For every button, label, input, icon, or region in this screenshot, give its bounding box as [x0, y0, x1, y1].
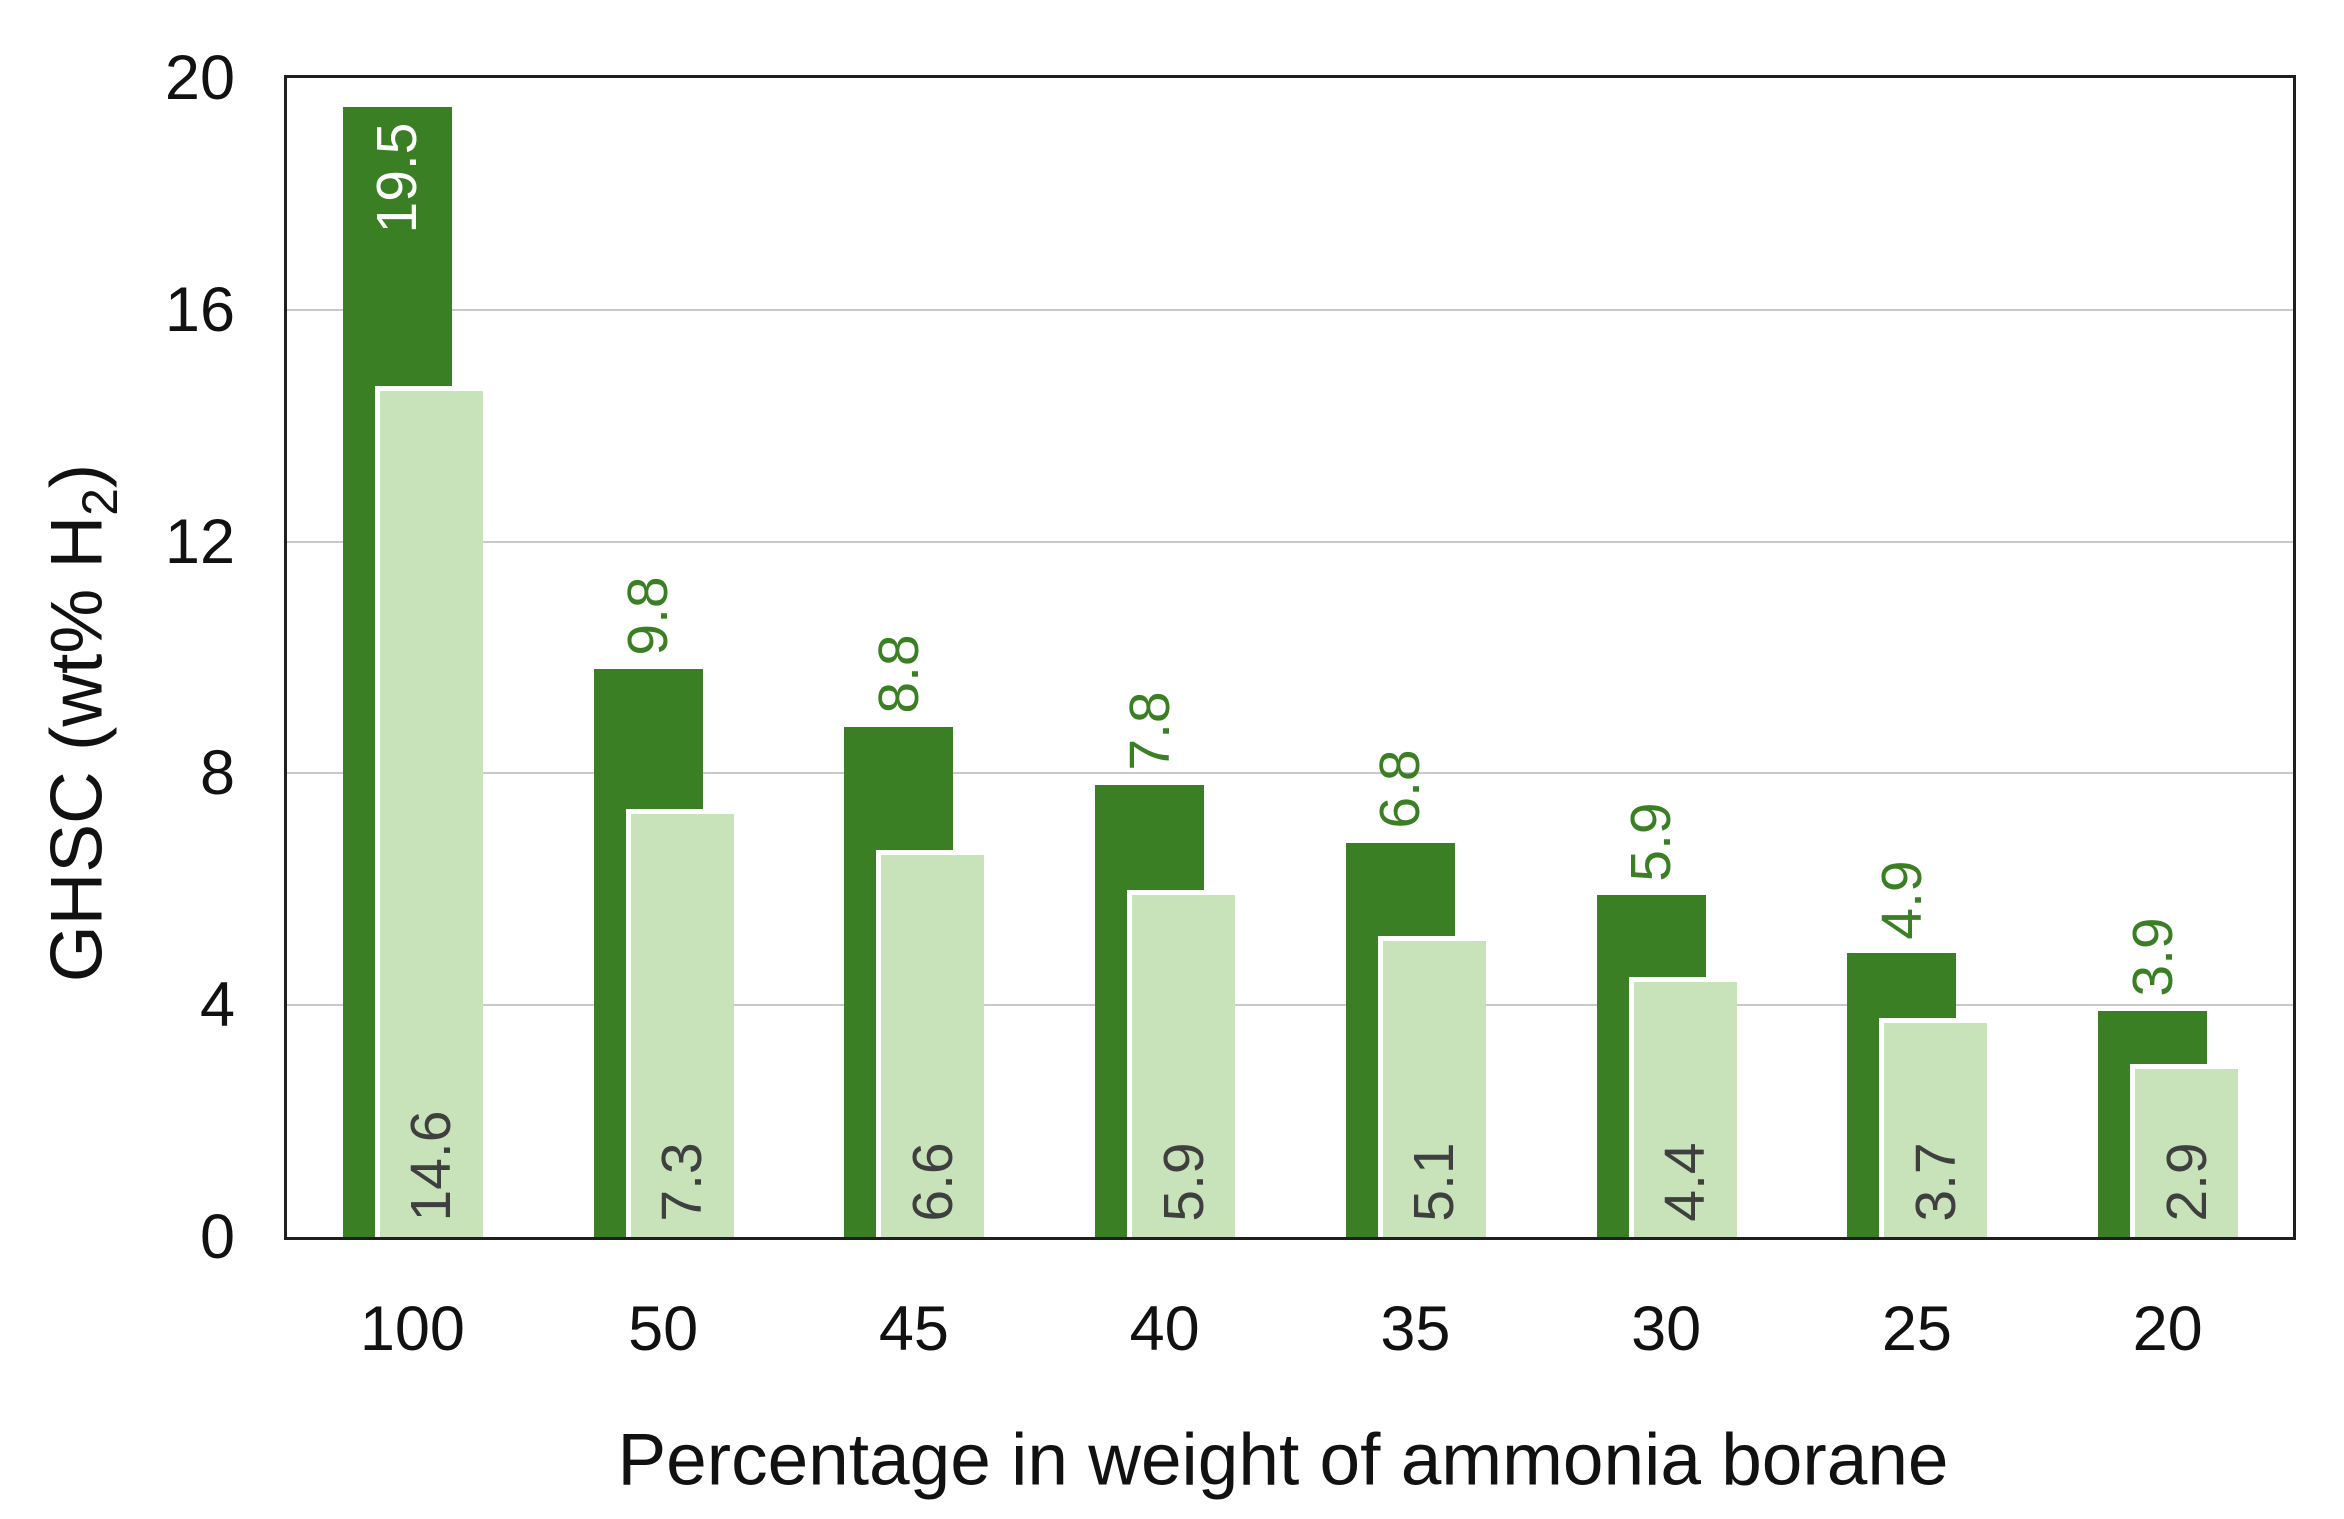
light-bar-value-label: 5.1 [1402, 1141, 1467, 1222]
y-axis-tick-label: 8 [199, 738, 235, 809]
y-axis-title-close: ) [36, 463, 118, 489]
light-green-bar [1377, 936, 1486, 1237]
light-green-bar [2130, 1063, 2239, 1237]
y-axis-tick-label: 20 [164, 43, 235, 113]
dark-bar-value-label: 9.8 [616, 575, 681, 656]
x-axis-tick-label: 35 [1380, 1294, 1451, 1364]
x-axis-tick-label: 40 [1129, 1294, 1200, 1364]
x-axis-tick-label: 45 [878, 1294, 949, 1364]
dark-bar-value-label: 3.9 [2120, 917, 2185, 998]
light-bar-value-label: 5.9 [1151, 1141, 1216, 1222]
gridline [287, 1004, 2293, 1007]
dark-bar-value-label: 4.9 [1869, 859, 1934, 940]
light-green-bar [1628, 977, 1737, 1237]
gridline [287, 540, 2293, 543]
dark-bar-value-label: 8.8 [866, 633, 931, 714]
light-bar-value-label: 6.6 [900, 1141, 965, 1222]
gridline [287, 772, 2293, 775]
y-axis-tick-label: 0 [199, 1202, 235, 1272]
light-green-bar [625, 808, 734, 1237]
gridline [287, 308, 2293, 311]
x-axis-tick-label: 100 [359, 1294, 465, 1364]
light-green-bar [876, 849, 985, 1237]
light-bar-value-label: 7.3 [650, 1141, 715, 1222]
dark-bar-value-label: 5.9 [1619, 801, 1684, 882]
light-green-bar [374, 385, 483, 1237]
x-axis-tick-label: 20 [2132, 1294, 2203, 1364]
light-bar-value-label: 2.9 [2154, 1141, 2219, 1222]
x-axis-tick-label: 30 [1631, 1294, 1702, 1364]
x-axis-tick-label: 25 [1881, 1294, 1952, 1364]
x-axis-title: Percentage in weight of ammonia borane [617, 1419, 1949, 1501]
light-bar-value-label: 4.4 [1653, 1141, 1718, 1222]
plot-area: 19.5 14.6 9.8 7.3 8.8 6.6 7.8 5.9 6.8 5.1 5.9 4.4 4.… [284, 75, 2296, 1240]
x-axis-tick-label: 50 [628, 1294, 699, 1364]
y-axis-tick-label: 16 [164, 274, 235, 345]
light-bar-value-label: 3.7 [1903, 1141, 1968, 1222]
light-bar-value-label: 14.6 [399, 1110, 464, 1221]
dark-bar-value-label: 7.8 [1117, 691, 1182, 772]
y-axis-tick-label: 12 [164, 506, 235, 577]
light-green-bar [1127, 890, 1236, 1237]
y-axis-tick-label: 4 [199, 970, 235, 1041]
light-green-bar [1879, 1017, 1988, 1237]
dark-bar-value-label: 6.8 [1368, 749, 1433, 830]
dark-bar-value-label: 19.5 [365, 122, 430, 234]
